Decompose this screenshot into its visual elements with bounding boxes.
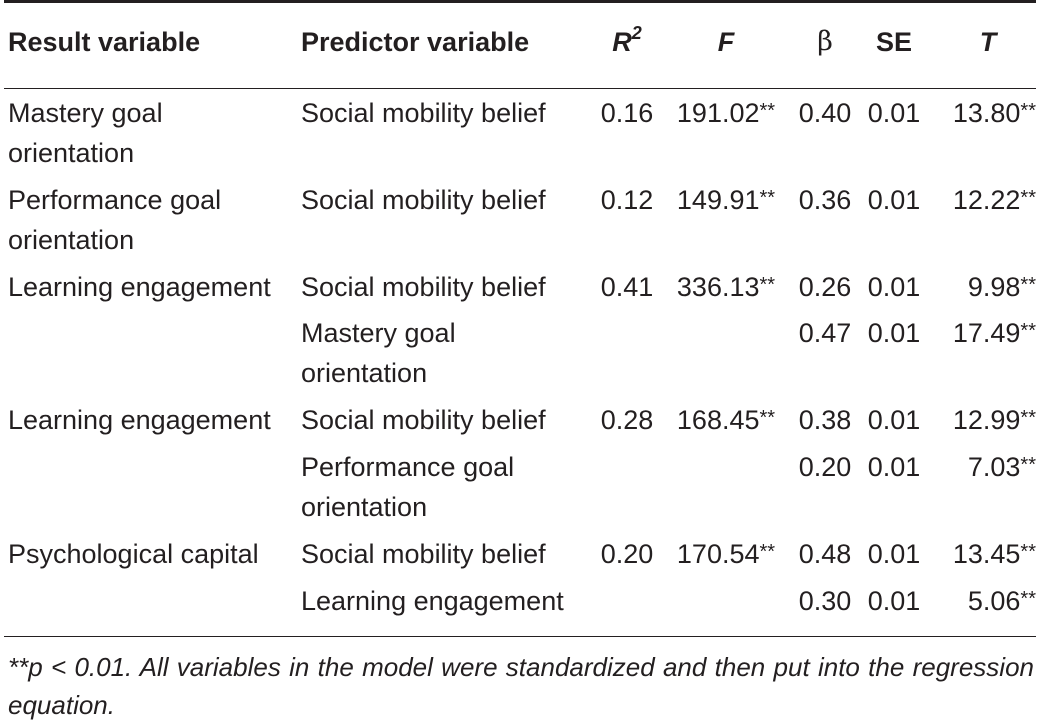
row-2-f-value: 149.91 [676, 185, 760, 215]
row-1-f-value: 191.02 [676, 98, 760, 128]
row-1-t-value: 13.80 [952, 98, 1021, 128]
row-5-t-value: 12.99 [952, 405, 1021, 435]
row-5-r2: 0.28 [600, 405, 654, 435]
row-5-t-significance: ** [1020, 407, 1036, 429]
row-2-r2: 0.12 [600, 185, 654, 215]
row-7-beta: 0.48 [798, 539, 852, 569]
row-3-t: 9.98** [932, 267, 1036, 307]
row-3-f-significance: ** [759, 274, 776, 296]
row-4-beta: 0.47 [798, 318, 852, 348]
row-3-beta: 0.26 [798, 272, 852, 302]
header-beta: β [817, 26, 833, 57]
row-5-se: 0.01 [867, 405, 921, 435]
row-1-t-significance: ** [1020, 100, 1036, 122]
row-5-t: 12.99** [932, 400, 1036, 440]
header-r-squared-exponent: 2 [631, 23, 642, 43]
header-t: T [979, 27, 997, 57]
row-7-predictor: Social mobility belief [301, 539, 546, 569]
row-3-predictor: Social mobility belief [301, 272, 546, 302]
row-6-se: 0.01 [867, 452, 921, 482]
row-2-t: 12.22** [932, 180, 1036, 220]
row-3-f-value: 336.13 [676, 272, 760, 302]
row-5-result: Learning engagement [8, 405, 271, 435]
row-4-t: 17.49** [932, 313, 1036, 353]
row-1-predictor: Social mobility belief [301, 98, 546, 128]
row-7-f-significance: ** [759, 541, 776, 563]
row-4-predictor: Mastery goal orientation [301, 318, 456, 388]
row-8-predictor: Learning engagement [301, 586, 564, 616]
row-2-f-significance: ** [759, 187, 776, 209]
row-8-t: 5.06** [932, 581, 1036, 621]
row-2-se: 0.01 [867, 185, 921, 215]
row-7-f: 170.54** [666, 534, 786, 574]
row-5-predictor: Social mobility belief [301, 405, 546, 435]
row-8-se: 0.01 [867, 586, 921, 616]
row-2-t-value: 12.22 [952, 185, 1021, 215]
row-3-t-value: 9.98 [967, 272, 1021, 302]
row-3-result: Learning engagement [8, 272, 271, 302]
row-7-r2: 0.20 [600, 539, 654, 569]
row-7-result: Psychological capital [8, 539, 259, 569]
row-7-t-significance: ** [1020, 541, 1036, 563]
row-8-t-value: 5.06 [967, 586, 1021, 616]
header-f: F [717, 27, 735, 57]
header-result-variable: Result variable [8, 27, 201, 57]
row-4-t-value: 17.49 [952, 318, 1021, 348]
header-bottom-rule [4, 88, 1036, 89]
row-1-f-significance: ** [759, 100, 776, 122]
row-6-beta: 0.20 [798, 452, 852, 482]
row-4-t-significance: ** [1020, 320, 1036, 342]
row-7-t: 13.45** [932, 534, 1036, 574]
row-7-t-value: 13.45 [952, 539, 1021, 569]
row-7-f-value: 170.54 [676, 539, 760, 569]
row-2-f: 149.91** [666, 180, 786, 220]
row-2-t-significance: ** [1020, 187, 1036, 209]
row-1-se: 0.01 [867, 98, 921, 128]
row-2-result: Performance goal orientation [8, 185, 222, 255]
row-5-beta: 0.38 [798, 405, 852, 435]
row-1-result: Mastery goal orientation [8, 98, 163, 168]
row-6-t: 7.03** [932, 447, 1036, 487]
row-1-t: 13.80** [932, 93, 1036, 133]
row-1-r2: 0.16 [600, 98, 654, 128]
row-4-se: 0.01 [867, 318, 921, 348]
row-6-predictor: Performance goal orientation [301, 452, 515, 522]
row-1-beta: 0.40 [798, 98, 852, 128]
table-top-rule [4, 0, 1036, 3]
row-2-predictor: Social mobility belief [301, 185, 546, 215]
row-3-se: 0.01 [867, 272, 921, 302]
row-5-f-significance: ** [759, 407, 776, 429]
row-3-t-significance: ** [1020, 274, 1036, 296]
row-2-beta: 0.36 [798, 185, 852, 215]
row-8-t-significance: ** [1020, 588, 1036, 610]
row-6-t-significance: ** [1020, 454, 1036, 476]
header-r-squared: R2 [596, 22, 658, 62]
table-bottom-rule [4, 636, 1036, 637]
table-footnote: **p < 0.01. All variables in the model w… [8, 652, 1034, 720]
row-5-f: 168.45** [666, 400, 786, 440]
row-6-t-value: 7.03 [967, 452, 1021, 482]
row-8-beta: 0.30 [798, 586, 852, 616]
row-1-f: 191.02** [666, 93, 786, 133]
header-predictor-variable: Predictor variable [301, 27, 530, 57]
header-se: SE [875, 27, 913, 57]
row-3-f: 336.13** [666, 267, 786, 307]
header-r-squared-base: R [612, 27, 632, 57]
row-5-f-value: 168.45 [676, 405, 760, 435]
row-7-se: 0.01 [867, 539, 921, 569]
row-3-r2: 0.41 [600, 272, 654, 302]
